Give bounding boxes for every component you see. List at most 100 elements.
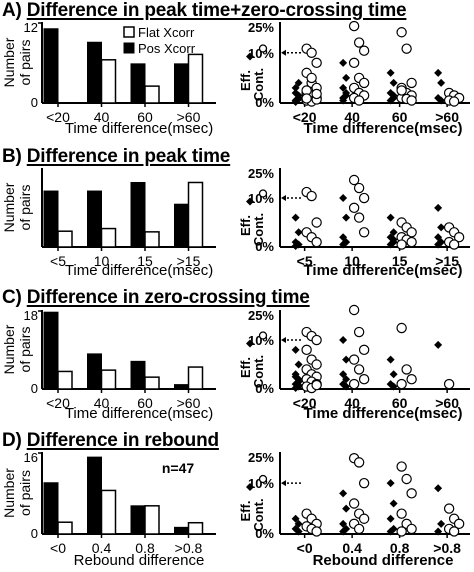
bar-pos-c-2: [130, 360, 146, 390]
bar-flat-b-1: [100, 227, 117, 248]
bar-xtick-label-d-1: 0.4: [92, 540, 112, 556]
scatter-point-eff-c-1-5: [342, 382, 351, 391]
scatter-xtick-label-c-2: 60: [392, 395, 408, 411]
scatter-xlabel-c: Time difference(msec): [304, 405, 463, 422]
scatter-point-cont-a-2-9: [396, 85, 407, 96]
scatter-ytick-0-a: 0%: [255, 95, 274, 110]
scatter-ylabel-eff-d: Eff.: [238, 501, 253, 522]
scatter-xtick-label-d-2: 0.8: [390, 540, 410, 556]
bar-pos-b-0: [43, 190, 59, 248]
scatter-point-cont-a-0-15: [301, 93, 312, 104]
scatter-xtick-label-d-3: >0.8: [433, 540, 461, 556]
scatter-point-eff-d-1-4: [339, 527, 348, 536]
bar-pos-b-3: [174, 203, 189, 248]
scatter-point-eff-d-3-1: [437, 519, 446, 528]
scatter-circle-key-d: [258, 474, 268, 484]
scatter-point-eff-c-0-9: [294, 381, 303, 390]
scatter-ylabel-cont-b: Cont.: [251, 213, 266, 246]
scatter-point-eff-b-0-4: [291, 242, 300, 251]
scatter-point-eff-a-0-4: [291, 83, 300, 92]
scatter-ytick-25-b: 25%: [248, 166, 274, 181]
bar-flat-d-0: [57, 521, 73, 535]
bar-xtick-label-b-3: >15: [177, 253, 201, 269]
scatter-ylabel-eff-b: Eff.: [238, 215, 253, 236]
scatter-point-eff-b-3-0: [434, 203, 443, 212]
scatter-point-cont-a-0-1: [306, 47, 317, 58]
scatter-ytick-0-d: 0%: [255, 526, 274, 541]
scatter-point-cont-d-1-2: [358, 477, 370, 489]
panel-heading-a: Difference in peak time+zero-crossing ti…: [26, 0, 407, 21]
scatter-diamond-key-c: [246, 339, 254, 348]
bar-xtick-label-d-2: 0.8: [135, 540, 155, 556]
bar-pos-a-0: [43, 28, 59, 104]
scatter-point-eff-c-1-0: [339, 336, 348, 345]
legend-label-flat: Flat Xcorr: [138, 25, 195, 40]
scatter-point-eff-c-3-0: [434, 340, 443, 349]
bar-xtick-label-c-0: <20: [46, 395, 70, 411]
scatter-point-cont-d-3-0: [443, 503, 455, 514]
scatter-point-eff-a-3-1: [437, 78, 446, 87]
bar-flat-a-2: [144, 85, 160, 104]
scatter-point-eff-d-1-1: [342, 504, 351, 513]
scatter-point-eff-a-2-4: [386, 96, 395, 105]
scatter-point-cont-b-0-2: [311, 217, 322, 228]
bar-ytick-min-a: 0: [31, 95, 38, 110]
scatter-diamond-key-a: [246, 52, 254, 61]
scatter-diamond-key-b: [246, 197, 254, 206]
scatter-point-cont-c-2-1: [401, 364, 412, 375]
scatter-point-cont-c-3-0: [443, 378, 455, 390]
scatter-point-cont-c-1-3: [348, 354, 360, 365]
scatter-point-cont-a-2-0: [396, 27, 407, 38]
scatter-point-eff-d-3-2: [434, 527, 443, 536]
bar-annotation-d: n=47: [162, 460, 195, 476]
scatter-point-cont-d-2-1: [401, 473, 412, 485]
bar-ylabel-line2-c: of pairs: [17, 327, 33, 373]
scatter-ylabel-cont-c: Cont.: [251, 355, 266, 388]
bar-pos-b-2: [130, 181, 146, 248]
bar-flat-d-1: [100, 489, 117, 535]
bar-flat-a-1: [100, 59, 117, 104]
scatter-threshold-arrow-a: [281, 49, 286, 56]
scatter-point-cont-a-0-2: [311, 57, 322, 69]
scatter-point-cont-d-2-5: [406, 523, 417, 535]
scatter-ytick-25-d: 25%: [248, 450, 274, 465]
scatter-xtick-label-b-1: 10: [344, 253, 360, 269]
scatter-point-cont-c-1-0: [348, 304, 360, 316]
bar-xtick-label-d-3: >0.8: [175, 540, 203, 556]
scatter-point-cont-d-0-5: [311, 526, 322, 537]
bar-ytick-min-d: 0: [31, 526, 38, 541]
scatter-point-cont-c-0-14: [311, 379, 322, 391]
scatter-point-cont-b-0-5: [311, 236, 322, 248]
scatter-point-cont-a-2-8: [406, 95, 417, 106]
scatter-ylabel-cont-a: Cont.: [251, 68, 266, 101]
bar-ylabel-line2-a: of pairs: [17, 40, 33, 86]
panel-heading-d: Difference in rebound: [26, 430, 219, 451]
scatter-point-eff-a-3-3: [437, 96, 446, 105]
bar-xlabel-b: Time difference(msec): [65, 262, 213, 279]
scatter-point-cont-a-3-4: [448, 96, 460, 107]
bar-flat-b-2: [144, 231, 160, 248]
scatter-ytick-25-a: 25%: [248, 20, 274, 35]
bar-ylabel-line2-b: of pairs: [17, 185, 33, 231]
bar-pos-d-2: [130, 505, 146, 535]
scatter-point-eff-d-0-3: [294, 527, 303, 536]
scatter-ylabel-eff-c: Eff.: [238, 357, 253, 378]
bar-xtick-label-a-2: 60: [137, 109, 153, 125]
bar-ytick-max-c: 18: [24, 308, 38, 323]
panel-title-c: C) Difference in zero-crossing time: [2, 287, 310, 309]
scatter-xtick-label-a-2: 60: [392, 109, 408, 125]
scatter-threshold-arrow-b: [281, 195, 286, 202]
bar-ylabel-line2-d: of pairs: [17, 470, 33, 516]
scatter-point-cont-d-3-4: [448, 526, 460, 537]
scatter-point-cont-d-1-5: [358, 513, 370, 524]
bar-flat-d-2: [144, 505, 160, 535]
scatter-point-cont-d-1-7: [353, 523, 365, 535]
scatter-point-cont-b-1-3: [348, 202, 360, 214]
scatter-point-cont-b-3-2: [453, 232, 465, 243]
bar-flat-b-3: [187, 181, 204, 248]
scatter-point-cont-d-1-3: [348, 498, 360, 509]
scatter-xtick-label-b-2: 15: [392, 253, 408, 269]
bar-flat-c-2: [144, 376, 160, 390]
scatter-point-cont-c-0-3: [301, 344, 312, 356]
scatter-ytick-10-d: 10%: [248, 476, 274, 491]
